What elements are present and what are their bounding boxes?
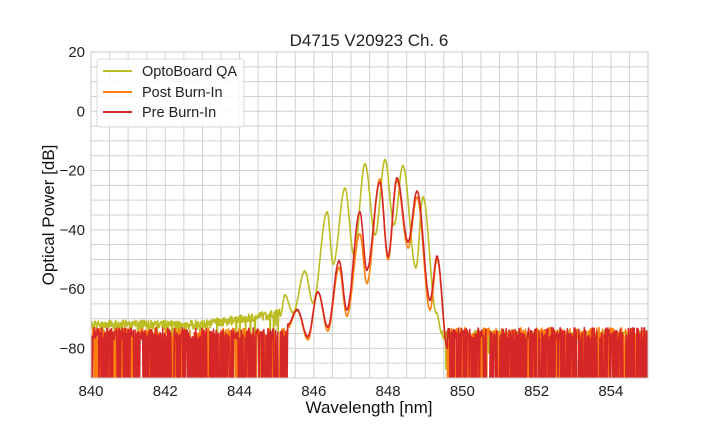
y-tick-label: −80 (60, 340, 85, 357)
x-tick-labels: 840 842 844 846 848 850 852 854 (78, 383, 623, 400)
x-axis-label: Wavelength [nm] (306, 398, 433, 417)
y-tick-labels: −80 −60 −40 −20 0 20 (60, 44, 85, 357)
x-tick-label: 850 (450, 383, 475, 400)
legend-label-post-burn-in: Post Burn-In (142, 85, 223, 101)
chart-title: D4715 V20923 Ch. 6 (290, 31, 449, 50)
y-tick-label: −40 (60, 222, 85, 239)
legend-label-pre-burn-in: Pre Burn-In (142, 105, 216, 121)
legend-box (96, 58, 245, 128)
x-tick-label: 852 (524, 383, 549, 400)
y-axis-label: Optical Power [dB] (39, 145, 58, 286)
plot-frame (90, 51, 649, 379)
x-tick-label: 842 (153, 383, 178, 400)
x-tick-label: 848 (376, 383, 401, 400)
x-tick-label: 854 (598, 383, 623, 400)
x-tick-label: 840 (78, 383, 103, 400)
y-tick-label: 0 (77, 103, 85, 120)
y-tick-label: −60 (60, 281, 85, 298)
x-tick-label: 846 (301, 383, 326, 400)
legend: OptoBoard QA Post Burn-In Pre Burn-In (96, 58, 245, 128)
series-line-pre-burn-in (91, 176, 648, 378)
y-tick-label: −20 (60, 163, 85, 180)
legend-label-optoboard-qa: OptoBoard QA (142, 64, 237, 80)
y-tick-label: 20 (68, 44, 85, 61)
plot-lines (91, 158, 648, 378)
x-tick-label: 844 (227, 383, 252, 400)
